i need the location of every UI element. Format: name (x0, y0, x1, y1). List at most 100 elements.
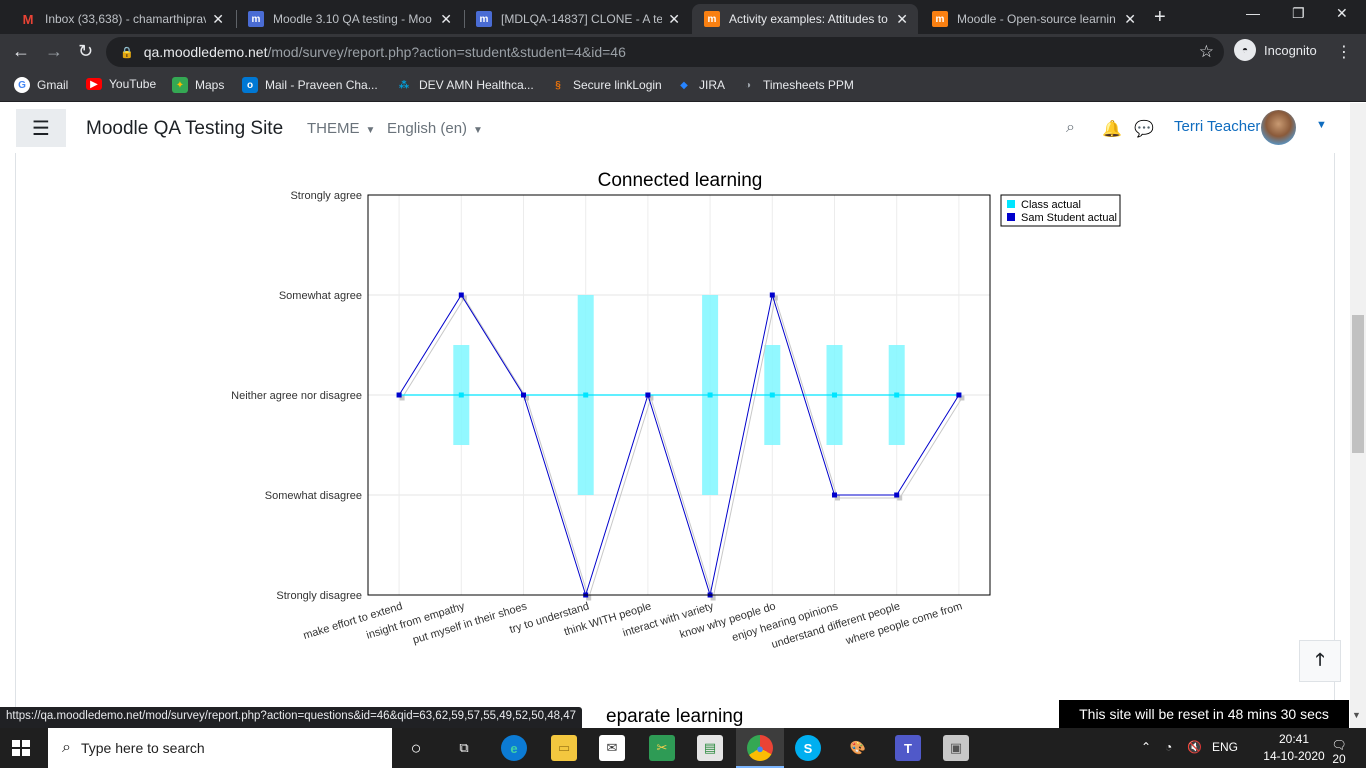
y-tick-label: Neither agree nor disagree (231, 390, 362, 402)
taskbar-search-input[interactable]: ⌕ Type here to search (48, 728, 392, 768)
file-explorer-icon[interactable]: ▭ (551, 735, 577, 761)
browser-tab-3-active[interactable]: m Activity examples: Attitudes to ✕ (692, 4, 918, 34)
browser-menu-icon[interactable]: ⋮ (1336, 44, 1352, 61)
volume-muted-icon[interactable]: 🔇 (1187, 740, 1202, 754)
amn-icon: ⁂ (398, 79, 410, 91)
section-title: eparate learning (606, 706, 744, 727)
close-icon[interactable]: ✕ (1124, 10, 1136, 27)
tab-title: [MDLQA-14837] CLONE - A te (501, 12, 663, 26)
forward-arrow-icon[interactable]: → (45, 41, 63, 61)
caret-down-icon: ▼ (473, 125, 483, 136)
scrollbar-thumb[interactable] (1352, 315, 1364, 453)
browser-tab-1[interactable]: m Moodle 3.10 QA testing - Moo ✕ (236, 4, 462, 34)
incognito-icon: ◓ (1234, 39, 1256, 61)
tray-chevron-up-icon[interactable]: ⌃ (1141, 740, 1152, 754)
outlook-icon: o (242, 77, 258, 93)
drawer-toggle-button[interactable]: ☰ (16, 109, 66, 147)
scroll-down-arrow-icon[interactable]: ▼ (1352, 710, 1361, 720)
clock-time[interactable]: 20:41 (1278, 732, 1310, 746)
windows-taskbar: ⌕ Type here to search ○ ⧉ e ▭ ✉ ✂ ▤ ● S … (0, 728, 1366, 768)
legend-box (1000, 194, 1121, 227)
bell-icon[interactable]: 🔔 (1102, 121, 1122, 138)
paint-icon[interactable]: 🎨 (849, 740, 867, 755)
avatar[interactable] (1261, 110, 1296, 145)
student-actual-point (956, 392, 962, 398)
user-name[interactable]: Terri Teacher (1174, 118, 1261, 135)
student-actual-point (894, 492, 900, 498)
back-arrow-icon[interactable]: ← (12, 41, 30, 61)
notification-count[interactable]: 🗨20 (1331, 738, 1347, 766)
lock-icon: 🔒 (120, 46, 134, 59)
remote-desktop-icon[interactable]: ▣ (943, 735, 969, 761)
arrow-up-icon: 🡑 (1315, 649, 1325, 669)
input-language[interactable]: ENG (1212, 740, 1239, 754)
bookmark-timesheets[interactable]: ◑ Timesheets PPM (740, 77, 854, 93)
wifi-icon[interactable]: ◔ (1165, 740, 1173, 754)
chrome-icon[interactable]: ● (747, 735, 773, 761)
message-icon[interactable]: 💬 (1134, 121, 1154, 138)
clock-date[interactable]: 14-10-2020 (1263, 749, 1325, 763)
restore-icon[interactable]: ❐ (1292, 5, 1305, 21)
close-icon[interactable]: ✕ (212, 10, 224, 27)
bookmark-star-icon[interactable]: ☆ (1198, 42, 1214, 61)
class-actual-point (707, 392, 713, 398)
close-icon[interactable]: ✕ (440, 10, 452, 27)
moodle-navbar: ☰ Moodle QA Testing Site THEME ▼ English … (0, 103, 1350, 153)
y-tick-label: Strongly agree (290, 190, 362, 202)
class-actual-point (769, 392, 775, 398)
browser-tab-4[interactable]: m Moodle - Open-source learnin ✕ (920, 4, 1146, 34)
snipping-tool-icon[interactable]: ✂ (649, 735, 675, 761)
back-to-top-button[interactable]: 🡑 (1299, 640, 1341, 682)
jira-icon: ◆ (680, 79, 688, 91)
legend-swatch (1007, 200, 1015, 208)
moodle-icon: m (932, 11, 948, 27)
search-icon: ⌕ (62, 739, 71, 756)
youtube-icon: ▶ (86, 78, 102, 90)
bookmarks-bar: G Gmail ▶ YouTube ✦ Maps o Mail - Praveen Ch… (0, 70, 1366, 102)
student-actual-point (832, 492, 837, 498)
timesheet-icon: ◑ (744, 79, 752, 91)
incognito-indicator[interactable]: ◓ Incognito (1234, 39, 1317, 61)
minimize-icon[interactable]: — (1246, 5, 1260, 21)
skype-icon[interactable]: S (795, 735, 821, 761)
cortana-icon[interactable]: ○ (410, 737, 422, 758)
windows-start-icon[interactable] (12, 740, 30, 756)
spreadsheet-app-icon[interactable]: ▤ (697, 735, 723, 761)
user-menu-caret-icon[interactable]: ▼ (1316, 119, 1327, 131)
address-path: /mod/survey/report.php?action=student&st… (267, 44, 626, 60)
student-point-shadow (897, 495, 903, 501)
edge-icon[interactable]: e (501, 735, 527, 761)
class-actual-point (583, 392, 589, 398)
address-bar[interactable]: 🔒 qa.moodledemo.net /mod/survey/report.p… (106, 37, 1224, 67)
mail-icon[interactable]: ✉ (599, 735, 625, 761)
bookmark-mail[interactable]: o Mail - Praveen Cha... (242, 77, 378, 93)
site-name[interactable]: Moodle QA Testing Site (86, 118, 284, 139)
bookmark-amn[interactable]: ⁂ DEV AMN Healthca... (396, 77, 534, 93)
language-menu[interactable]: English (en) ▼ (387, 120, 483, 137)
bookmark-youtube[interactable]: ▶ YouTube (86, 77, 156, 91)
student-actual-point (396, 392, 402, 398)
student-point-shadow (586, 595, 592, 601)
theme-menu[interactable]: THEME ▼ (307, 120, 376, 137)
bookmark-maps[interactable]: ✦ Maps (172, 77, 224, 93)
browser-tab-0[interactable]: M Inbox (33,638) - chamarthiprav ✕ (8, 4, 234, 34)
teams-icon[interactable]: T (895, 735, 921, 761)
search-icon[interactable]: ⌕ (1066, 119, 1075, 136)
student-point-shadow (399, 395, 405, 401)
bookmark-jira[interactable]: ◆ JIRA (676, 77, 725, 93)
tab-title: Activity examples: Attitudes to (729, 12, 888, 26)
close-icon[interactable]: ✕ (668, 10, 680, 27)
bookmark-secure-link[interactable]: § Secure linkLogin (550, 77, 662, 93)
close-window-icon[interactable]: ✕ (1336, 5, 1348, 21)
taskbar-search-placeholder: Type here to search (80, 740, 205, 756)
task-view-icon[interactable]: ⧉ (459, 740, 469, 755)
hamburger-icon: ☰ (32, 117, 50, 140)
browser-tab-2[interactable]: m [MDLQA-14837] CLONE - A te ✕ (464, 4, 690, 34)
new-tab-icon[interactable]: + (1154, 6, 1166, 28)
moodle-icon: m (704, 11, 720, 27)
reload-icon[interactable]: ↻ (78, 41, 94, 61)
bookmark-gmail[interactable]: G Gmail (14, 77, 68, 93)
close-icon[interactable]: ✕ (896, 10, 908, 27)
y-tick-label: Strongly disagree (276, 590, 362, 602)
address-host: qa.moodledemo.net (143, 44, 268, 60)
